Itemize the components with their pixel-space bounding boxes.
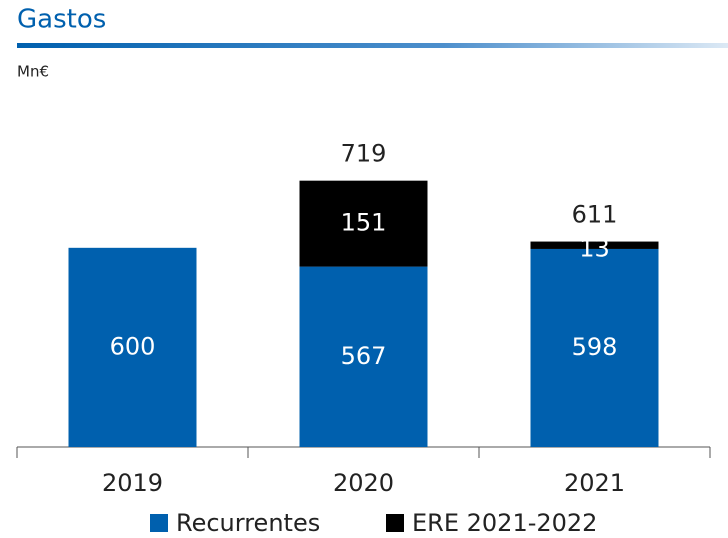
bar-value-label: 600 bbox=[110, 332, 156, 360]
legend-swatch bbox=[150, 514, 168, 532]
title-rule bbox=[17, 43, 728, 48]
bar-segment bbox=[530, 241, 659, 249]
legend-swatch bbox=[386, 514, 404, 532]
x-tick-label: 2020 bbox=[333, 469, 394, 497]
bar-segment bbox=[68, 247, 197, 447]
unit-label: Mn€ bbox=[17, 63, 49, 81]
bar-segment bbox=[299, 266, 428, 447]
legend-label: Recurrentes bbox=[176, 509, 320, 537]
bar-segment bbox=[530, 248, 659, 447]
bar-value-label: 13 bbox=[579, 235, 610, 263]
legend-label: ERE 2021-2022 bbox=[412, 509, 597, 537]
bar-value-label: 151 bbox=[341, 209, 387, 237]
x-tick-label: 2019 bbox=[102, 469, 163, 497]
x-tick-label: 2021 bbox=[564, 469, 625, 497]
bar-segment bbox=[299, 180, 428, 267]
bar-value-label: 567 bbox=[341, 342, 387, 370]
total-label: 611 bbox=[572, 201, 618, 229]
bar-value-label: 598 bbox=[572, 333, 618, 361]
total-label: 719 bbox=[341, 140, 387, 168]
chart-title: Gastos bbox=[17, 5, 106, 35]
